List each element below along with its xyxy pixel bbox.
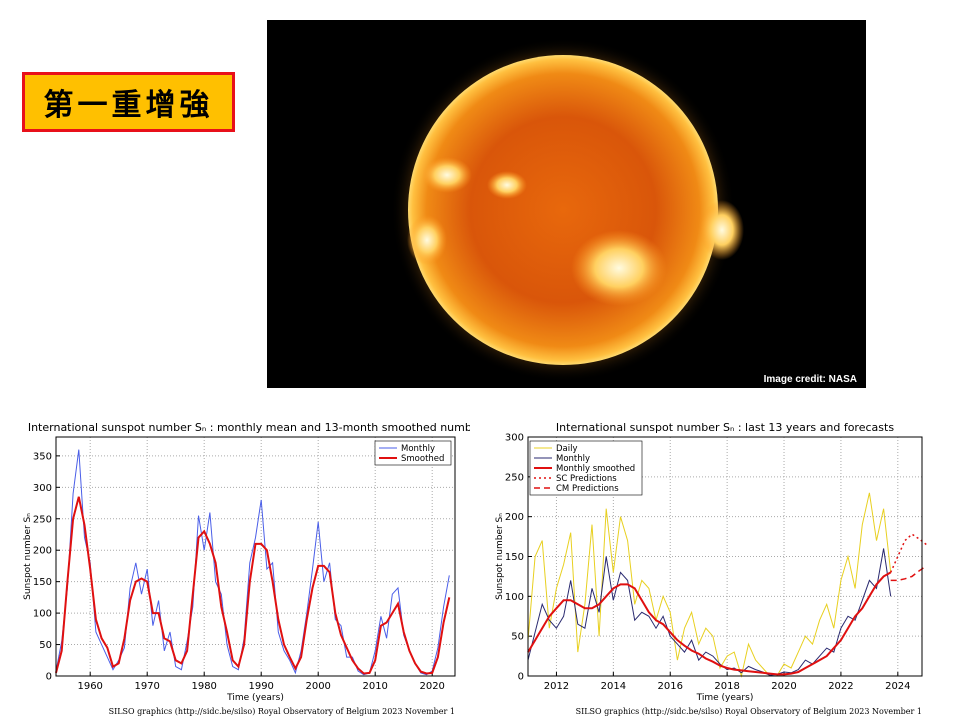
legend-label: CM Predictions (556, 484, 619, 494)
footer: SILSO graphics (http://sidc.be/silso) Ro… (109, 707, 455, 716)
x-tick-label: 1990 (248, 681, 273, 692)
x-tick-label: 2018 (714, 681, 739, 692)
x-tick-label: 2014 (601, 681, 626, 692)
y-tick-label: 250 (505, 472, 524, 483)
plot-frame (55, 436, 456, 677)
x-tick-label: 1960 (77, 681, 102, 692)
y-axis-label: Sunspot number Sₙ (495, 513, 505, 600)
legend-label: SC Predictions (556, 474, 617, 484)
x-tick-label: 2020 (771, 681, 796, 692)
x-axis-label: Time (years) (696, 693, 754, 703)
chart: International sunspot number Sₙ : monthl… (23, 421, 470, 716)
y-tick-label: 150 (33, 577, 52, 588)
x-tick-label: 2012 (544, 681, 569, 692)
series-line (55, 496, 451, 675)
chart: International sunspot number Sₙ : last 1… (495, 421, 927, 716)
legend-label: Monthly (556, 454, 590, 464)
y-tick-label: 50 (39, 640, 52, 651)
chart-title: International sunspot number Sₙ : monthl… (28, 421, 470, 434)
series-line (527, 492, 892, 678)
legend-label: Smoothed (401, 454, 444, 464)
series-line (890, 533, 927, 573)
legend-label: Monthly smoothed (556, 464, 635, 474)
slide-title: 第一重增強 (22, 72, 235, 132)
y-tick-label: 350 (33, 451, 52, 462)
x-tick-label: 2024 (885, 681, 910, 692)
series-line (527, 571, 892, 676)
legend-box (374, 440, 452, 466)
legend-label: Daily (556, 444, 578, 454)
y-tick-label: 0 (46, 672, 52, 683)
footer: SILSO graphics (http://sidc.be/silso) Ro… (576, 707, 922, 716)
x-tick-label: 2022 (828, 681, 853, 692)
y-tick-label: 200 (33, 546, 52, 557)
active-region (422, 157, 472, 193)
sun-image: Image credit: NASA (267, 20, 866, 388)
y-tick-label: 250 (33, 514, 52, 525)
image-credit: Image credit: NASA (764, 374, 857, 385)
y-tick-label: 100 (33, 609, 52, 620)
legend-label: Monthly (401, 444, 435, 454)
active-region (700, 200, 744, 260)
y-tick-label: 300 (33, 483, 52, 494)
y-tick-label: 150 (505, 552, 524, 563)
x-tick-label: 2000 (305, 681, 330, 692)
y-tick-label: 0 (518, 672, 524, 683)
x-tick-label: 1980 (191, 681, 216, 692)
active-region (571, 230, 667, 306)
y-tick-label: 300 (505, 433, 524, 444)
x-tick-label: 2010 (362, 681, 387, 692)
active-region (487, 171, 527, 199)
x-tick-label: 1970 (134, 681, 159, 692)
x-tick-label: 2020 (419, 681, 444, 692)
x-axis-label: Time (years) (226, 693, 284, 703)
chart-title: International sunspot number Sₙ : last 1… (556, 421, 894, 434)
plot-frame (527, 436, 923, 677)
active-region (407, 215, 447, 265)
y-tick-label: 50 (511, 632, 524, 643)
y-tick-label: 200 (505, 512, 524, 523)
y-tick-label: 100 (505, 592, 524, 603)
sun-disk (408, 55, 718, 365)
series-line (890, 565, 927, 582)
x-tick-label: 2016 (658, 681, 683, 692)
y-axis-label: Sunspot number Sₙ (23, 513, 33, 600)
